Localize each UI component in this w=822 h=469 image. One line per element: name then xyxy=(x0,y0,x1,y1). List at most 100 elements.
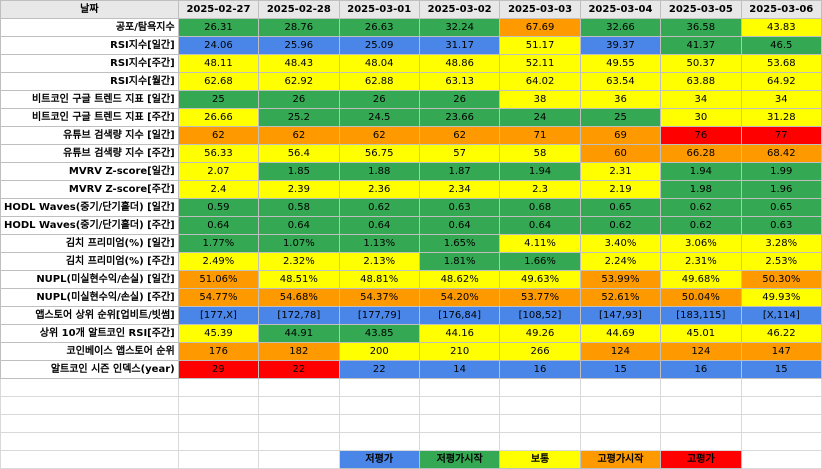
value-cell[interactable]: 14 xyxy=(418,360,501,379)
empty-cell[interactable] xyxy=(338,414,420,433)
value-cell[interactable]: [147,93] xyxy=(579,306,662,325)
value-cell[interactable]: 3.06% xyxy=(660,234,742,253)
row-label-cell[interactable]: 비트코인 구글 트렌드 지표 [주간] xyxy=(0,108,179,127)
value-cell[interactable]: 0.64 xyxy=(177,216,260,235)
value-cell[interactable]: 43.85 xyxy=(338,324,420,343)
date-header-cell[interactable]: 2025-02-28 xyxy=(258,0,340,19)
row-label-cell[interactable]: RSI지수[주간] xyxy=(0,54,179,73)
value-cell[interactable]: 25.2 xyxy=(258,108,340,127)
value-cell[interactable]: 25.96 xyxy=(258,36,340,55)
value-cell[interactable]: 44.69 xyxy=(579,324,662,343)
value-cell[interactable]: 32.24 xyxy=(418,18,501,37)
value-cell[interactable]: 26 xyxy=(418,90,501,109)
value-cell[interactable]: 26 xyxy=(258,90,340,109)
value-cell[interactable]: 1.81% xyxy=(418,252,501,271)
value-cell[interactable]: 48.11 xyxy=(177,54,260,73)
row-label-cell[interactable]: MVRV Z-score[주간] xyxy=(0,180,179,199)
value-cell[interactable]: 2.07 xyxy=(177,162,260,181)
value-cell[interactable]: 15 xyxy=(740,360,822,379)
value-cell[interactable]: 49.63% xyxy=(499,270,581,289)
value-cell[interactable]: 22 xyxy=(258,360,340,379)
empty-cell[interactable] xyxy=(0,378,179,397)
value-cell[interactable]: 2.49% xyxy=(177,252,260,271)
value-cell[interactable]: 1.94 xyxy=(499,162,581,181)
value-cell[interactable]: 62.68 xyxy=(177,72,260,91)
row-label-cell[interactable]: NUPL(미실현수익/손실) [일간] xyxy=(0,270,179,289)
value-cell[interactable]: 24.5 xyxy=(338,108,420,127)
value-cell[interactable]: 3.40% xyxy=(579,234,662,253)
date-header-cell[interactable]: 2025-02-27 xyxy=(177,0,260,19)
empty-cell[interactable] xyxy=(177,432,260,451)
value-cell[interactable]: 1.88 xyxy=(338,162,420,181)
value-cell[interactable]: 1.66% xyxy=(499,252,581,271)
value-cell[interactable]: 23.66 xyxy=(418,108,501,127)
empty-cell[interactable] xyxy=(418,396,501,415)
empty-cell[interactable] xyxy=(258,432,340,451)
value-cell[interactable]: 76 xyxy=(660,126,742,145)
value-cell[interactable]: 26.31 xyxy=(177,18,260,37)
value-cell[interactable]: 2.32% xyxy=(258,252,340,271)
value-cell[interactable]: 0.59 xyxy=(177,198,260,217)
value-cell[interactable]: 29 xyxy=(177,360,260,379)
value-cell[interactable]: 1.98 xyxy=(660,180,742,199)
value-cell[interactable]: 266 xyxy=(499,342,581,361)
value-cell[interactable]: 2.19 xyxy=(579,180,662,199)
value-cell[interactable]: 56.33 xyxy=(177,144,260,163)
value-cell[interactable]: 31.28 xyxy=(740,108,822,127)
date-header-cell[interactable]: 2025-03-05 xyxy=(660,0,742,19)
row-label-cell[interactable]: 상위 10개 알트코인 RSI[주간] xyxy=(0,324,179,343)
date-header-cell[interactable]: 2025-03-01 xyxy=(338,0,420,19)
empty-cell[interactable] xyxy=(418,378,501,397)
value-cell[interactable]: 1.07% xyxy=(258,234,340,253)
value-cell[interactable]: 25 xyxy=(579,108,662,127)
value-cell[interactable]: 60 xyxy=(579,144,662,163)
value-cell[interactable]: 54.20% xyxy=(418,288,501,307)
value-cell[interactable]: 63.13 xyxy=(418,72,501,91)
value-cell[interactable]: 2.4 xyxy=(177,180,260,199)
value-cell[interactable]: 176 xyxy=(177,342,260,361)
empty-cell[interactable] xyxy=(177,378,260,397)
value-cell[interactable]: 49.93% xyxy=(740,288,822,307)
empty-cell[interactable] xyxy=(740,432,822,451)
value-cell[interactable]: 52.11 xyxy=(499,54,581,73)
value-cell[interactable]: 0.58 xyxy=(258,198,340,217)
value-cell[interactable]: 67.69 xyxy=(499,18,581,37)
row-label-cell[interactable]: NUPL(미실현수익/손실) [주간] xyxy=(0,288,179,307)
value-cell[interactable]: 54.37% xyxy=(338,288,420,307)
value-cell[interactable]: [177,X] xyxy=(177,306,260,325)
value-cell[interactable]: 64.02 xyxy=(499,72,581,91)
empty-cell[interactable] xyxy=(740,396,822,415)
value-cell[interactable]: 41.37 xyxy=(660,36,742,55)
value-cell[interactable]: 71 xyxy=(499,126,581,145)
empty-cell[interactable] xyxy=(0,450,179,469)
value-cell[interactable]: 0.62 xyxy=(660,198,742,217)
value-cell[interactable]: 0.62 xyxy=(660,216,742,235)
empty-cell[interactable] xyxy=(579,432,662,451)
value-cell[interactable]: 22 xyxy=(338,360,420,379)
value-cell[interactable]: 57 xyxy=(418,144,501,163)
value-cell[interactable]: 53.68 xyxy=(740,54,822,73)
value-cell[interactable]: 200 xyxy=(338,342,420,361)
empty-cell[interactable] xyxy=(338,396,420,415)
value-cell[interactable]: [183,115] xyxy=(660,306,742,325)
value-cell[interactable]: 36 xyxy=(579,90,662,109)
empty-cell[interactable] xyxy=(579,414,662,433)
empty-cell[interactable] xyxy=(740,414,822,433)
value-cell[interactable]: 68.42 xyxy=(740,144,822,163)
value-cell[interactable]: 38 xyxy=(499,90,581,109)
value-cell[interactable]: 43.83 xyxy=(740,18,822,37)
empty-cell[interactable] xyxy=(258,414,340,433)
value-cell[interactable]: 2.53% xyxy=(740,252,822,271)
row-label-cell[interactable]: 알트코인 시즌 인덱스(year) xyxy=(0,360,179,379)
value-cell[interactable]: 45.39 xyxy=(177,324,260,343)
value-cell[interactable]: 63.88 xyxy=(660,72,742,91)
value-cell[interactable]: 63.54 xyxy=(579,72,662,91)
value-cell[interactable]: 64.92 xyxy=(740,72,822,91)
value-cell[interactable]: 2.31% xyxy=(660,252,742,271)
value-cell[interactable]: 52.61% xyxy=(579,288,662,307)
value-cell[interactable]: 49.68% xyxy=(660,270,742,289)
empty-cell[interactable] xyxy=(0,414,179,433)
value-cell[interactable]: 53.77% xyxy=(499,288,581,307)
value-cell[interactable]: 0.65 xyxy=(579,198,662,217)
value-cell[interactable]: 48.04 xyxy=(338,54,420,73)
